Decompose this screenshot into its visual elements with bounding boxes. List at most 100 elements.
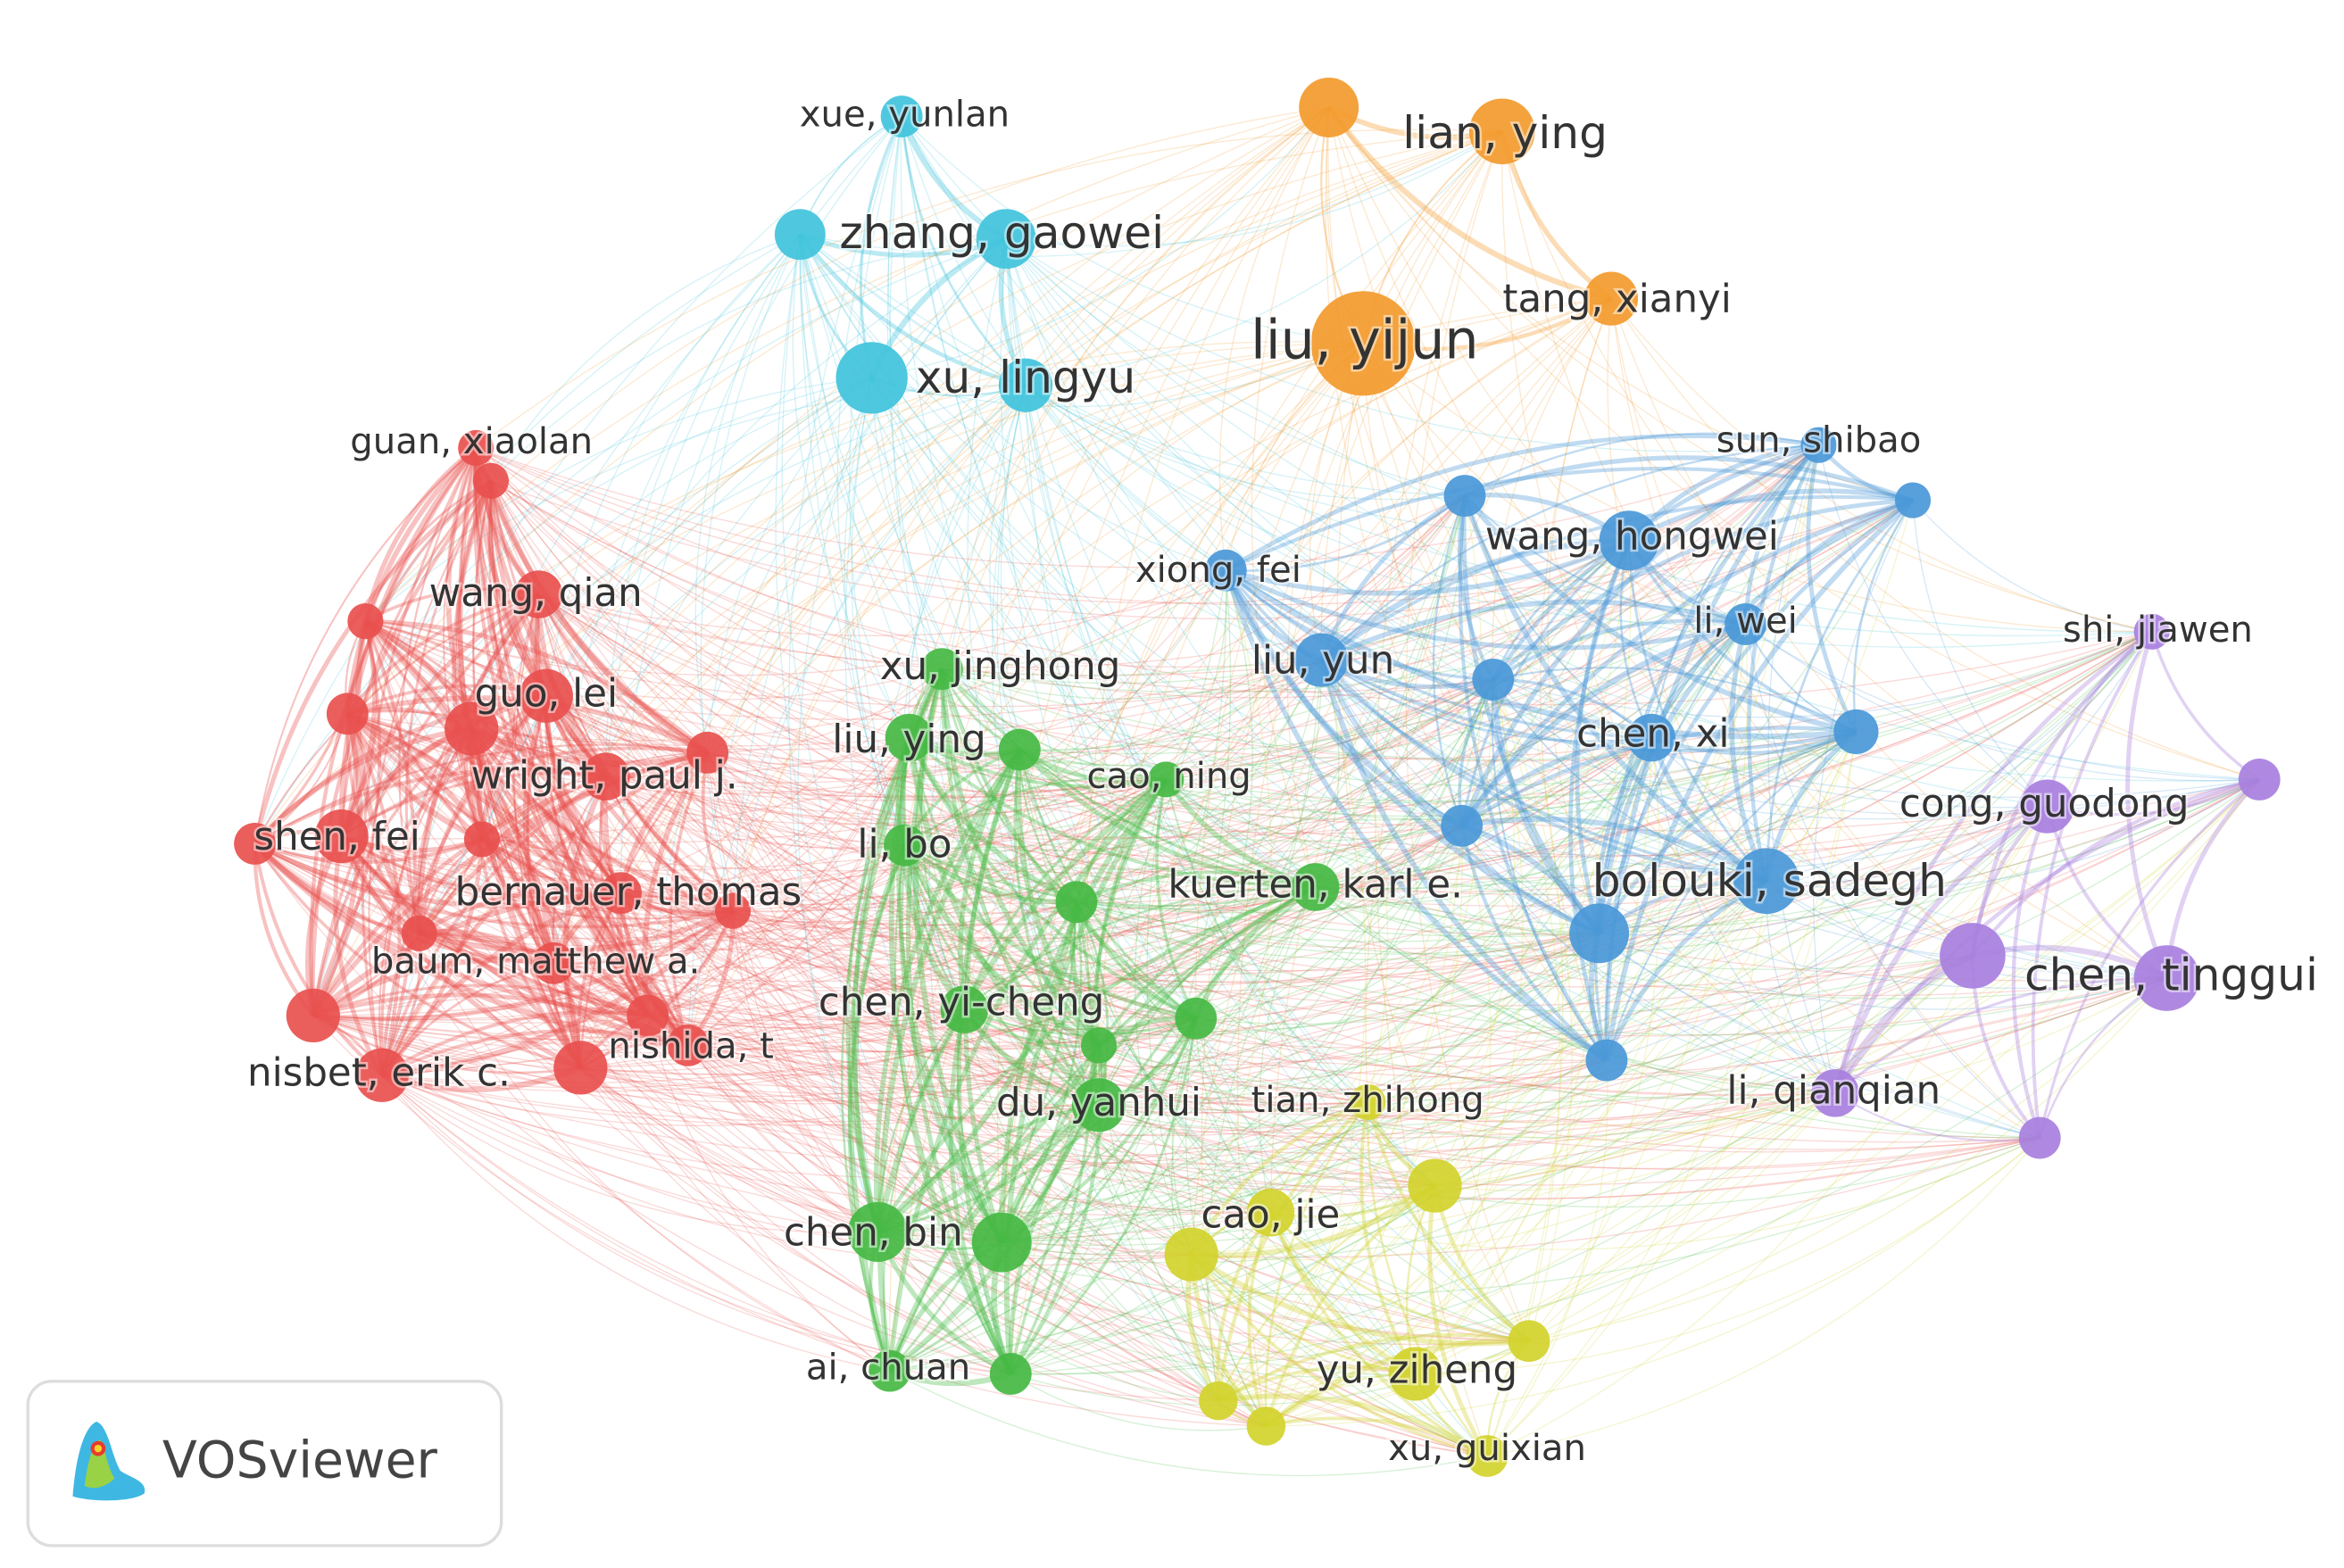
edge — [481, 838, 1836, 1122]
edge — [904, 623, 1746, 851]
edge — [538, 593, 2260, 857]
edge — [488, 480, 649, 1016]
node — [1310, 291, 1416, 396]
edge — [537, 593, 1435, 1187]
node-label: nisbet, erik c. — [247, 1050, 511, 1095]
edge — [381, 385, 1027, 1076]
edge — [877, 880, 1767, 1233]
edge — [939, 668, 1101, 1048]
edge — [1165, 778, 1600, 934]
edge — [346, 713, 1488, 1457]
edge — [311, 890, 621, 1018]
edge — [909, 731, 1857, 821]
edge — [687, 106, 1330, 1046]
edge — [904, 844, 1767, 942]
edge — [1010, 660, 1323, 1374]
edge — [963, 1008, 1530, 1342]
node — [1441, 804, 1484, 847]
edge — [1005, 238, 1462, 826]
edge — [620, 731, 1857, 939]
edge — [254, 842, 2041, 1186]
edge — [700, 234, 801, 911]
edge — [312, 908, 735, 1022]
edge — [1501, 131, 2048, 808]
edge — [1767, 444, 1836, 1094]
edge — [1166, 731, 1857, 821]
edge — [538, 494, 1466, 636]
edge — [364, 479, 492, 622]
edge — [538, 593, 1767, 896]
edge — [1195, 660, 1323, 1019]
edge — [889, 679, 1494, 1372]
edge — [1195, 825, 1463, 1019]
edge — [312, 778, 1167, 1021]
edge — [511, 593, 555, 964]
edge — [364, 620, 1002, 1243]
edge — [963, 885, 1316, 1011]
edge — [888, 901, 1078, 1373]
edge — [707, 752, 1100, 1106]
edge — [552, 751, 709, 964]
edge — [939, 668, 1101, 1107]
edge — [419, 778, 1167, 947]
edge — [538, 593, 1600, 935]
edge — [999, 777, 1168, 1243]
edge — [1265, 825, 1463, 1427]
edge — [687, 1044, 1836, 1174]
edge — [346, 712, 582, 1068]
edge — [545, 695, 1368, 1103]
edge — [904, 678, 1494, 849]
edge — [472, 447, 650, 1017]
node — [686, 731, 729, 774]
edge — [1010, 1373, 1267, 1431]
logo-shape — [94, 1444, 103, 1453]
edge — [940, 668, 1077, 903]
edge — [1191, 1183, 1437, 1258]
edge — [840, 737, 910, 1372]
edge — [452, 479, 494, 841]
edge — [942, 569, 1226, 670]
edge — [1464, 494, 1746, 626]
edge — [941, 668, 1836, 1094]
edge — [1218, 1092, 1836, 1402]
node-label: shi, jiawen — [2063, 610, 2253, 651]
edge — [1610, 298, 2152, 633]
edge — [1223, 569, 1464, 829]
edge — [538, 593, 1462, 834]
node — [532, 942, 575, 984]
edge — [956, 749, 1022, 1375]
edge — [368, 480, 492, 1075]
edge — [1415, 737, 1652, 1374]
edge — [345, 711, 557, 965]
edge — [253, 842, 648, 1018]
node — [774, 209, 826, 261]
edge — [1321, 660, 2260, 816]
node — [1627, 713, 1675, 762]
edge — [883, 1008, 966, 1372]
edge — [963, 1009, 1219, 1402]
edge — [605, 776, 1100, 1106]
edge — [877, 343, 1364, 1232]
edge — [1547, 298, 1612, 934]
edge — [1362, 343, 1836, 1094]
edge — [254, 843, 1011, 1375]
node-label: sun, shibao — [1716, 419, 1922, 460]
edge — [991, 385, 1100, 1106]
edge — [1098, 1044, 1836, 1139]
edge — [254, 842, 1608, 1099]
edge — [798, 233, 1027, 387]
edge — [909, 678, 1494, 767]
edge — [537, 593, 965, 1010]
edge — [537, 593, 1219, 1402]
edge — [1492, 678, 2260, 809]
node — [920, 648, 963, 691]
edge — [1025, 385, 2152, 648]
edge — [1098, 660, 1322, 1046]
edge — [1019, 660, 1322, 751]
edge — [1002, 737, 1652, 1243]
edge — [475, 447, 1100, 1046]
edge — [898, 844, 1004, 1244]
edge — [381, 886, 1316, 1092]
edge — [1607, 298, 1767, 882]
edge — [1025, 130, 1503, 386]
